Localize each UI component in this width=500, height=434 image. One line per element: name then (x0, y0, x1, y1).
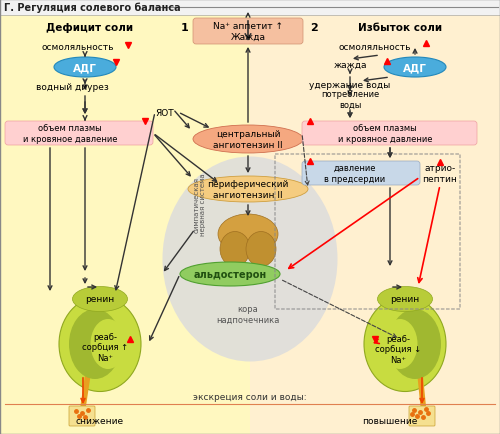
Ellipse shape (382, 319, 418, 369)
FancyBboxPatch shape (193, 19, 303, 45)
Ellipse shape (378, 287, 432, 312)
Text: 1: 1 (181, 23, 189, 33)
Text: АДГ: АДГ (73, 63, 97, 73)
Bar (0, 16, 250, 434)
Text: ренин: ренин (86, 295, 114, 304)
Ellipse shape (384, 58, 446, 78)
Text: Г. Регуляция солевого баланса: Г. Регуляция солевого баланса (4, 3, 180, 13)
Text: снижение: снижение (76, 417, 124, 425)
Text: Избыток соли: Избыток соли (358, 23, 442, 33)
Text: жажда: жажда (333, 60, 367, 69)
Text: ЯОТ: ЯОТ (156, 108, 174, 117)
Text: объем плазмы
и кровяное давление: объем плазмы и кровяное давление (23, 124, 117, 143)
Ellipse shape (54, 58, 116, 78)
Ellipse shape (246, 232, 276, 267)
Ellipse shape (72, 287, 128, 312)
Text: объем плазмы
и кровяное давление: объем плазмы и кровяное давление (338, 124, 432, 143)
Ellipse shape (180, 263, 280, 286)
Text: реаб-
сорбция ↑
Na⁺: реаб- сорбция ↑ Na⁺ (82, 332, 128, 362)
FancyBboxPatch shape (409, 406, 435, 426)
Text: Дефицит соли: Дефицит соли (46, 23, 134, 33)
Text: водный диурез: водный диурез (36, 83, 109, 92)
FancyBboxPatch shape (302, 161, 420, 186)
Ellipse shape (193, 126, 303, 154)
Text: ренин: ренин (390, 295, 420, 304)
Text: атрио-
пептин: атрио- пептин (422, 164, 458, 183)
FancyBboxPatch shape (302, 122, 477, 146)
Text: осмоляльность: осмоляльность (42, 43, 114, 53)
Text: повышение: повышение (362, 417, 418, 425)
Text: кора
надпочечника: кора надпочечника (216, 305, 280, 324)
Text: 2: 2 (310, 23, 318, 33)
Ellipse shape (162, 157, 338, 362)
Ellipse shape (364, 297, 446, 391)
FancyBboxPatch shape (5, 122, 153, 146)
Text: Na⁺ аппетит ↑
Жажда: Na⁺ аппетит ↑ Жажда (213, 22, 283, 42)
Text: удержание воды: удержание воды (310, 80, 390, 89)
Ellipse shape (90, 319, 126, 369)
Text: реаб-
сорбция ↓
Na⁺: реаб- сорбция ↓ Na⁺ (375, 334, 421, 364)
Text: давление
в предсердии: давление в предсердии (324, 164, 386, 183)
Text: периферический
ангиотензин II: периферический ангиотензин II (208, 180, 288, 199)
Ellipse shape (218, 214, 278, 254)
Ellipse shape (220, 232, 250, 267)
Text: экскреция соли и воды:: экскреция соли и воды: (193, 393, 307, 401)
Text: альдостерон: альдостерон (194, 270, 266, 279)
Text: центральный
ангиотензин II: центральный ангиотензин II (213, 130, 283, 149)
Text: осмоляльность: осмоляльность (339, 43, 411, 53)
Ellipse shape (59, 297, 141, 391)
FancyBboxPatch shape (69, 406, 95, 426)
Bar (0, 0, 500, 16)
Bar (250, 16, 500, 434)
Ellipse shape (188, 177, 308, 203)
Text: симпатическая
нервная система: симпатическая нервная система (194, 173, 206, 236)
Ellipse shape (69, 309, 121, 379)
Ellipse shape (389, 309, 441, 379)
Text: потребление
воды: потребление воды (321, 90, 379, 109)
Text: АДГ: АДГ (403, 63, 427, 73)
